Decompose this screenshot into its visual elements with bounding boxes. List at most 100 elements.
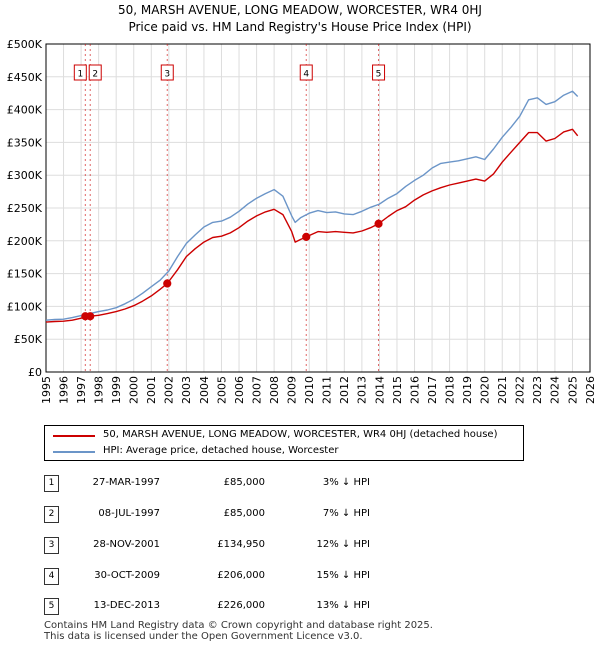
chart-title: 50, MARSH AVENUE, LONG MEADOW, WORCESTER… [118, 3, 482, 17]
x-tick-label: 2013 [356, 376, 369, 404]
x-tick-label: 2011 [321, 376, 334, 404]
y-tick-label: £200K [7, 235, 43, 248]
sale-number: 1 [44, 475, 59, 492]
x-tick-label: 2017 [426, 376, 439, 404]
legend-swatch-property [53, 435, 95, 437]
x-tick-label: 2025 [566, 376, 579, 404]
x-tick-label: 2021 [496, 376, 509, 404]
legend-swatch-hpi [53, 451, 95, 453]
sale-price: £85,000 [223, 477, 265, 488]
sale-label-box [372, 64, 386, 81]
x-tick-label: 2008 [268, 376, 281, 404]
table-row: 5 13-DEC-2013 £226,000 13% ↓ HPI [0, 598, 600, 616]
y-tick-label: £500K [7, 38, 43, 51]
chart-subtitle: Price paid vs. HM Land Registry's House … [128, 20, 471, 34]
x-tick-label: 2014 [373, 376, 386, 404]
y-tick-label: £400K [7, 104, 43, 117]
sale-number: 5 [44, 598, 59, 615]
sale-point [163, 279, 172, 288]
table-row: 4 30-OCT-2009 £206,000 15% ↓ HPI [0, 568, 600, 586]
sale-price: £134,950 [217, 539, 265, 550]
plot-area [45, 43, 591, 373]
sale-number: 4 [44, 568, 59, 585]
sale-date: 30-OCT-2009 [94, 570, 160, 581]
sale-price: £85,000 [223, 508, 265, 519]
sale-label: 1 [77, 70, 83, 80]
x-tick-label: 2005 [215, 376, 228, 404]
y-tick-label: £250K [7, 202, 43, 215]
legend-label-property: 50, MARSH AVENUE, LONG MEADOW, WORCESTER… [103, 429, 498, 440]
sale-date: 13-DEC-2013 [93, 600, 160, 611]
y-tick-label: £0 [28, 366, 42, 379]
x-tick-label: 2018 [443, 376, 456, 404]
x-tick-label: 1995 [40, 376, 53, 404]
x-tick-label: 2000 [128, 376, 141, 404]
x-tick-label: 2001 [145, 376, 158, 404]
legend-label-hpi: HPI: Average price, detached house, Worc… [103, 445, 339, 456]
y-tick-label: £150K [7, 268, 43, 281]
sale-date: 28-NOV-2001 [93, 539, 160, 550]
footer-copyright: Contains HM Land Registry data © Crown c… [44, 620, 433, 631]
x-tick-label: 2010 [303, 376, 316, 404]
series-line [45, 90, 579, 321]
sale-label-box [73, 64, 87, 81]
x-tick-label: 2019 [461, 376, 474, 404]
y-tick-label: £350K [7, 136, 43, 149]
x-tick-label: 2023 [531, 376, 544, 404]
x-tick-label: 1998 [92, 376, 105, 404]
sale-date: 27-MAR-1997 [92, 477, 160, 488]
sale-hpi-diff: 3% ↓ HPI [322, 477, 370, 488]
sale-hpi-diff: 12% ↓ HPI [316, 539, 370, 550]
x-tick-label: 2003 [180, 376, 193, 404]
sale-point [86, 312, 95, 321]
chart-grid [45, 43, 591, 373]
sale-label: 4 [303, 70, 309, 80]
table-row: 3 28-NOV-2001 £134,950 12% ↓ HPI [0, 537, 600, 555]
sale-number: 3 [44, 537, 59, 554]
x-tick-label: 2012 [338, 376, 351, 404]
y-tick-label: £50K [14, 333, 43, 346]
x-tick-label: 2016 [408, 376, 421, 404]
sale-label-box [88, 64, 102, 81]
sale-label: 5 [376, 70, 382, 80]
x-tick-label: 2009 [286, 376, 299, 404]
y-tick-label: £100K [7, 300, 43, 313]
sale-point [374, 219, 383, 228]
x-tick-label: 2020 [479, 376, 492, 404]
legend: 50, MARSH AVENUE, LONG MEADOW, WORCESTER… [44, 425, 524, 461]
x-tick-label: 2024 [549, 376, 562, 404]
sale-date: 08-JUL-1997 [98, 508, 160, 519]
sale-hpi-diff: 7% ↓ HPI [322, 508, 370, 519]
sale-label: 3 [164, 70, 170, 80]
x-tick-label: 2026 [584, 376, 597, 404]
x-tick-label: 2002 [163, 376, 176, 404]
sale-price: £206,000 [217, 570, 265, 581]
table-row: 2 08-JUL-1997 £85,000 7% ↓ HPI [0, 506, 600, 524]
y-axis-ticks: £0 £50K £100K £150K £200K £250K £300K £350K £400… [7, 38, 43, 379]
x-tick-label: 2006 [233, 376, 246, 404]
x-tick-label: 2004 [198, 376, 211, 404]
sale-label: 2 [92, 70, 98, 80]
y-tick-label: £450K [7, 71, 43, 84]
x-tick-label: 1996 [57, 376, 70, 404]
x-tick-label: 2007 [250, 376, 263, 404]
footer: Contains HM Land Registry data © Crown c… [44, 620, 433, 642]
table-row: 1 27-MAR-1997 £85,000 3% ↓ HPI [0, 475, 600, 493]
x-tick-label: 2022 [514, 376, 527, 404]
y-tick-label: £300K [7, 169, 43, 182]
footer-licence: This data is licensed under the Open Gov… [44, 631, 363, 642]
sale-number: 2 [44, 506, 59, 523]
sale-label-box [160, 64, 174, 81]
sale-points [81, 219, 383, 321]
sale-hpi-diff: 13% ↓ HPI [316, 600, 370, 611]
x-tick-label: 1999 [110, 376, 123, 404]
x-tick-label: 1997 [75, 376, 88, 404]
x-tick-label: 2015 [391, 376, 404, 404]
sale-price: £226,000 [217, 600, 265, 611]
sale-hpi-diff: 15% ↓ HPI [316, 570, 370, 581]
sale-label-box [299, 64, 313, 81]
x-axis-ticks: 1995 1996 1997 1998 1999 2000 2001 2002 2003 2004… [40, 376, 597, 404]
sale-point [302, 232, 311, 241]
